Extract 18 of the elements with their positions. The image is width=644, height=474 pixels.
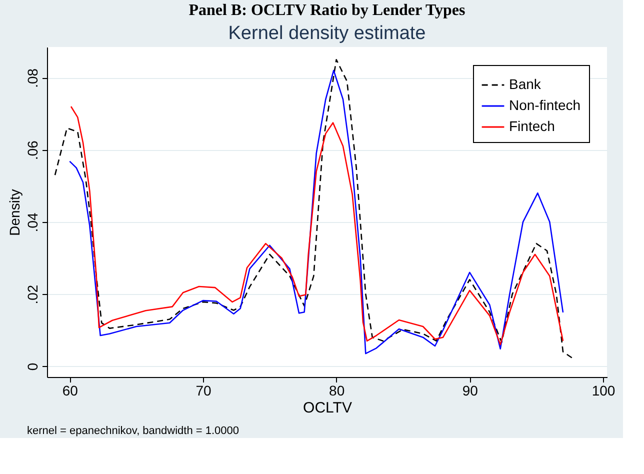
legend-label: Bank: [509, 76, 542, 92]
legend-label: Non-fintech: [509, 97, 581, 113]
x-tick-label: 80: [329, 382, 345, 398]
x-tick-label: 100: [592, 382, 616, 398]
legend-label: Fintech: [509, 118, 555, 134]
y-axis-title: Density: [6, 189, 22, 236]
x-tick-label: 60: [62, 382, 78, 398]
x-tick-label: 90: [462, 382, 478, 398]
y-tick-label: .04: [24, 212, 40, 232]
y-tick-label: .02: [24, 284, 40, 304]
y-tick-label: .06: [24, 140, 40, 160]
chart-subtitle: Kernel density estimate: [228, 23, 426, 44]
x-tick-label: 70: [196, 382, 212, 398]
x-axis-title: OCLTV: [303, 400, 352, 416]
y-tick-label: 0: [24, 362, 40, 371]
y-tick-label: .08: [24, 68, 40, 88]
text: kernel = epanechnikov, bandwidth = 1.0000: [27, 425, 240, 437]
chart-title: Panel B: OCLTV Ratio by Lender Types: [188, 2, 466, 19]
